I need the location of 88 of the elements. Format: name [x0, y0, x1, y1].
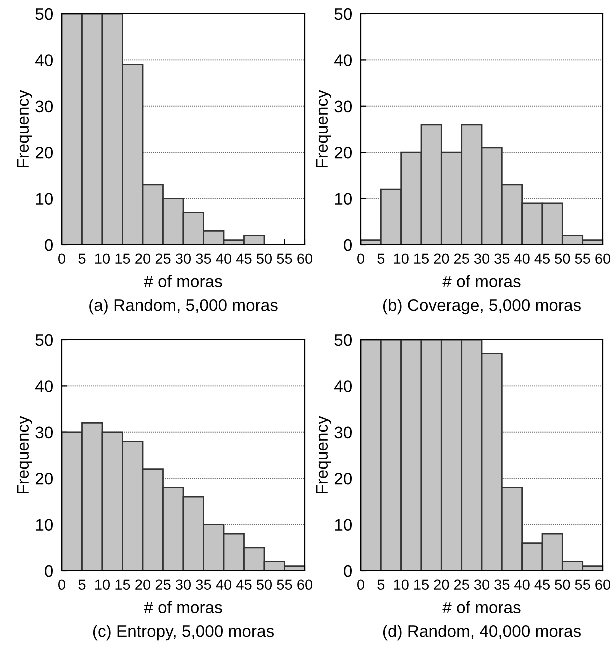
y-tick-label: 30: [36, 426, 54, 439]
x-tick-label: 15: [414, 580, 429, 590]
x-tick-label: 60: [298, 580, 313, 590]
x-tick-label: 30: [176, 254, 192, 264]
x-tick-label: 30: [176, 580, 192, 590]
x-axis-title: # of moras: [144, 275, 222, 288]
x-tick-label: 15: [116, 580, 130, 590]
x-tick-label: 55: [575, 580, 590, 590]
x-tick-label: 0: [58, 580, 66, 590]
y-axis-title: Frequency: [316, 416, 332, 494]
y-tick-label: 10: [36, 519, 54, 532]
x-tick-label: 45: [236, 580, 252, 590]
x-tick-label: 25: [156, 254, 171, 264]
x-tick-label: 10: [96, 254, 110, 264]
y-tick-label: 40: [36, 380, 54, 392]
x-tick-label: 0: [58, 254, 66, 264]
y-tick-label: 20: [334, 147, 352, 159]
x-tick-label: 35: [494, 254, 510, 264]
x-tick-label: 20: [136, 254, 151, 264]
x-tick-label: 55: [277, 580, 292, 590]
y-tick-label: 30: [36, 100, 54, 113]
y-tick-label: 50: [334, 334, 352, 346]
x-tick-label: 5: [78, 254, 86, 264]
x-tick-label: 20: [136, 580, 151, 590]
x-tick-label: 25: [156, 580, 171, 590]
y-tick-label: 0: [344, 565, 352, 578]
x-tick-label: 10: [394, 254, 409, 264]
x-axis-title: # of moras: [442, 275, 521, 288]
y-tick-label: 50: [36, 8, 54, 20]
x-tick-label: 15: [414, 254, 429, 264]
y-tick-label: 0: [344, 239, 352, 252]
y-tick-label: 50: [36, 334, 54, 346]
x-tick-label: 55: [277, 254, 292, 264]
x-tick-label: 30: [474, 580, 490, 590]
x-axis-title: # of moras: [144, 601, 222, 614]
y-tick-label: 20: [36, 147, 54, 159]
y-tick-label: 40: [334, 54, 352, 66]
x-tick-label: 30: [474, 254, 490, 264]
x-tick-label: 35: [196, 254, 212, 264]
y-tick-label: 50: [334, 8, 352, 20]
x-tick-label: 35: [196, 580, 212, 590]
y-tick-label: 10: [335, 519, 352, 532]
y-tick-label: 40: [36, 54, 54, 66]
y-axis-title: Frequency: [17, 90, 32, 168]
y-tick-label: 0: [45, 565, 54, 578]
x-tick-label: 40: [514, 580, 530, 590]
y-tick-label: 20: [36, 473, 54, 485]
y-tick-label: 0: [45, 239, 54, 252]
text: (d) Random, 40,000 moras: [383, 625, 581, 641]
x-tick-label: 10: [96, 580, 110, 590]
x-tick-label: 5: [78, 580, 86, 590]
y-axis-title: Frequency: [316, 90, 332, 168]
x-tick-label: 50: [555, 254, 570, 264]
x-tick-label: 20: [434, 580, 450, 590]
y-tick-label: 30: [334, 426, 352, 439]
x-tick-label: 60: [596, 580, 611, 590]
x-tick-label: 45: [236, 254, 252, 264]
x-tick-label: 45: [534, 254, 550, 264]
y-axis-title: Frequency: [17, 416, 32, 494]
y-tick-label: 10: [36, 193, 54, 206]
x-tick-label: 20: [434, 254, 450, 264]
x-tick-label: 40: [216, 254, 232, 264]
x-tick-label: 35: [494, 580, 510, 590]
y-tick-label: 20: [334, 473, 352, 485]
x-tick-label: 0: [358, 580, 364, 590]
x-tick-label: 45: [534, 580, 550, 590]
text: (b) Coverage, 5,000 moras: [383, 299, 581, 315]
x-tick-label: 25: [454, 254, 470, 264]
x-tick-label: 60: [298, 254, 313, 264]
x-tick-label: 5: [378, 254, 385, 264]
y-tick-label: 30: [334, 100, 352, 113]
x-tick-label: 55: [575, 254, 590, 264]
x-tick-label: 10: [394, 580, 409, 590]
x-tick-label: 60: [596, 254, 611, 264]
x-tick-label: 50: [256, 580, 272, 590]
text: (c) Entropy, 5,000 moras: [93, 625, 274, 641]
x-tick-label: 0: [358, 254, 364, 264]
x-tick-label: 40: [514, 254, 530, 264]
x-tick-label: 40: [216, 580, 232, 590]
x-axis-title: # of moras: [442, 601, 521, 614]
x-tick-label: 50: [555, 580, 570, 590]
y-tick-label: 40: [334, 380, 352, 392]
x-tick-label: 50: [256, 254, 272, 264]
x-tick-label: 25: [454, 580, 470, 590]
x-tick-label: 15: [116, 254, 130, 264]
x-tick-label: 5: [378, 580, 385, 590]
y-tick-label: 10: [335, 193, 352, 206]
text: (a) Random, 5,000 moras: [90, 299, 278, 315]
